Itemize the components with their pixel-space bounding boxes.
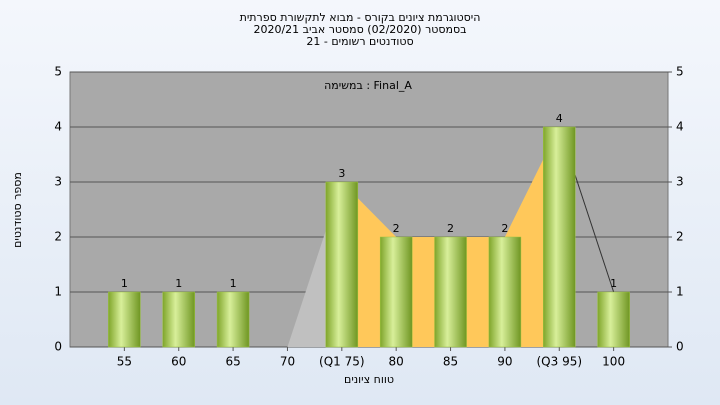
- x-tick-label: (Q3 95): [537, 355, 583, 369]
- x-tick-label: 90: [497, 355, 512, 369]
- title-line: בסמסטר (02/2020) סמסטר אביב 2020/21: [253, 23, 466, 36]
- bar: [434, 236, 467, 348]
- y-tick-label: 1: [54, 285, 62, 299]
- y2-tick-label: 1: [676, 285, 684, 299]
- x-tick-label: 60: [171, 355, 186, 369]
- x-tick-label: 85: [443, 355, 458, 369]
- value-label: 1: [230, 277, 237, 290]
- y-axis-label: מספר סטודנטים: [11, 172, 24, 248]
- y-tick-label: 3: [54, 175, 62, 189]
- title-line: סטודנטים רשומים - 21: [306, 35, 413, 48]
- bar: [543, 126, 576, 348]
- x-tick-label: 70: [280, 355, 295, 369]
- value-label: 3: [338, 167, 345, 180]
- x-tick-label: 100: [602, 355, 625, 369]
- bar: [108, 291, 141, 348]
- value-label: 1: [175, 277, 182, 290]
- bar: [216, 291, 250, 348]
- x-tick-label: (Q1 75): [319, 355, 365, 369]
- value-label: 1: [121, 277, 128, 290]
- bar: [162, 291, 195, 348]
- y2-tick-label: 2: [676, 230, 684, 244]
- value-label: 2: [393, 222, 400, 235]
- y2-tick-label: 5: [676, 65, 684, 79]
- x-axis-label: טווח ציונים: [344, 373, 394, 386]
- title-line: היסטוגרמת ציונים בקורס - מבוא לתקשורת ספ…: [240, 11, 481, 24]
- value-label: 1: [610, 277, 617, 290]
- value-label: 2: [501, 222, 508, 235]
- y-tick-label: 4: [54, 120, 62, 134]
- y-tick-label: 5: [54, 65, 62, 79]
- value-label: 2: [447, 222, 454, 235]
- x-tick-label: 65: [225, 355, 240, 369]
- value-label: 4: [556, 112, 563, 125]
- x-tick-label: 55: [117, 355, 132, 369]
- bar: [379, 236, 413, 348]
- bar: [325, 181, 359, 348]
- bar: [597, 291, 630, 348]
- y-tick-label: 2: [54, 230, 62, 244]
- x-tick-label: 80: [389, 355, 404, 369]
- y2-tick-label: 0: [676, 340, 684, 354]
- y2-tick-label: 3: [676, 175, 684, 189]
- y2-tick-label: 4: [676, 120, 684, 134]
- annotation: במשימה : Final_A: [324, 79, 412, 92]
- bar: [488, 236, 522, 348]
- y-tick-label: 0: [54, 340, 62, 354]
